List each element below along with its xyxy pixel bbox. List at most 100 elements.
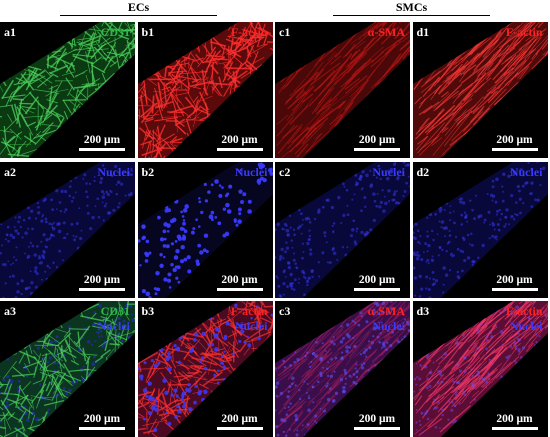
scale-bar-line xyxy=(79,288,125,291)
micrograph-image xyxy=(137,301,273,437)
scale-bar: 200 μm xyxy=(79,274,125,291)
stain-label: F-actin xyxy=(505,25,543,39)
micrograph-image xyxy=(137,22,273,158)
panel-label: d1 xyxy=(416,25,430,39)
scale-bar-label: 200 μm xyxy=(496,134,533,146)
stain-labels: Nuclei xyxy=(372,165,405,180)
panel-c1: c1 α-SMA 200 μm xyxy=(275,22,410,158)
micrograph-image xyxy=(412,22,548,158)
scale-bar-label: 200 μm xyxy=(358,413,396,425)
panel-label: b1 xyxy=(141,25,155,39)
stain-labels: Nuclei xyxy=(235,165,268,180)
panel-label: a2 xyxy=(4,165,16,179)
panel-label: c3 xyxy=(279,304,291,318)
micrograph-image xyxy=(0,301,135,437)
scale-bar-label: 200 μm xyxy=(496,274,533,286)
stain-labels: CD31 Nuclei xyxy=(97,304,130,334)
panel-b3: b3 F-actin Nuclei 200 μm xyxy=(137,301,273,437)
panel-c2: c2 Nuclei 200 μm xyxy=(275,162,410,298)
panel-label: d3 xyxy=(416,304,430,318)
panel-d3: d3 F-actin Nuclei 200 μm xyxy=(412,301,548,437)
panel-b1: b1 F-actin 200 μm xyxy=(137,22,273,158)
micrograph-image xyxy=(0,162,135,298)
stain-label: Nuclei xyxy=(372,165,405,179)
scale-bar-label: 200 μm xyxy=(496,413,533,425)
panel-a1: a1 CD31 200 μm xyxy=(0,22,135,158)
micrograph-image xyxy=(275,301,410,437)
group-line-smcs xyxy=(333,15,490,16)
scale-bar: 200 μm xyxy=(216,134,263,151)
micrograph-grid: a1 CD31 200 μm b1 F-actin 200 μm c1 α-SMA 200 μm… xyxy=(0,22,550,437)
scale-bar-label: 200 μm xyxy=(221,134,258,146)
scale-bar: 200 μm xyxy=(79,134,125,151)
stain-label: Nuclei xyxy=(97,319,130,333)
group-label-smcs: SMCs xyxy=(395,0,428,14)
panel-c3: c3 α-SMA Nuclei 200 μm xyxy=(275,301,410,437)
scale-bar-line xyxy=(491,288,538,291)
scale-bar: 200 μm xyxy=(491,274,538,291)
stain-label: F-actin xyxy=(230,304,268,318)
stain-label: Nuclei xyxy=(97,165,130,179)
scale-bar: 200 μm xyxy=(354,274,400,291)
stain-labels: α-SMA xyxy=(368,25,405,40)
stain-labels: α-SMA Nuclei xyxy=(368,304,405,334)
panel-a2: a2 Nuclei 200 μm xyxy=(0,162,135,298)
panel-label: a1 xyxy=(4,25,16,39)
micrograph-image xyxy=(275,22,410,158)
stain-label: CD31 xyxy=(100,304,130,318)
scale-bar-label: 200 μm xyxy=(83,134,121,146)
scale-bar-line xyxy=(79,427,125,430)
stain-label: F-actin xyxy=(230,25,268,39)
scale-bar-line xyxy=(79,148,125,151)
stain-label: Nuclei xyxy=(234,319,268,333)
panel-a3: a3 CD31 Nuclei 200 μm xyxy=(0,301,135,437)
panel-label: b2 xyxy=(141,165,155,179)
scale-bar: 200 μm xyxy=(216,274,263,291)
scale-bar-line xyxy=(354,148,400,151)
stain-label: Nuclei xyxy=(234,165,268,179)
scale-bar-label: 200 μm xyxy=(221,413,258,425)
scale-bar-label: 200 μm xyxy=(221,274,258,286)
stain-label: α-SMA xyxy=(367,25,405,39)
panel-d1: d1 F-actin 200 μm xyxy=(412,22,548,158)
scale-bar-line xyxy=(354,427,400,430)
stain-label: Nuclei xyxy=(509,165,543,179)
stain-label: α-SMA xyxy=(367,304,405,318)
stain-labels: F-actin xyxy=(231,25,268,40)
group-label-ecs: ECs xyxy=(127,0,150,14)
scale-bar: 200 μm xyxy=(491,413,538,430)
micrograph-image xyxy=(137,162,273,298)
panel-label: b3 xyxy=(141,304,155,318)
stain-label: Nuclei xyxy=(509,319,543,333)
scale-bar-label: 200 μm xyxy=(358,274,396,286)
scale-bar-line xyxy=(491,427,538,430)
stain-labels: F-actin Nuclei xyxy=(506,304,543,334)
stain-label: F-actin xyxy=(505,304,543,318)
micrograph-image xyxy=(275,162,410,298)
scale-bar-label: 200 μm xyxy=(358,134,396,146)
scale-bar-line xyxy=(491,148,538,151)
stain-label: CD31 xyxy=(100,25,130,39)
scale-bar: 200 μm xyxy=(354,134,400,151)
stain-label: Nuclei xyxy=(372,319,405,333)
scale-bar-line xyxy=(216,148,263,151)
micrograph-image xyxy=(0,22,135,158)
scale-bar-label: 200 μm xyxy=(83,413,121,425)
scale-bar: 200 μm xyxy=(216,413,263,430)
panel-label: a3 xyxy=(4,304,16,318)
stain-labels: CD31 xyxy=(101,25,130,40)
micrograph-image xyxy=(412,301,548,437)
stain-labels: Nuclei xyxy=(97,165,130,180)
scale-bar-label: 200 μm xyxy=(83,274,121,286)
scale-bar-line xyxy=(216,288,263,291)
stain-labels: F-actin Nuclei xyxy=(231,304,268,334)
panel-label: c2 xyxy=(279,165,291,179)
panel-label: c1 xyxy=(279,25,291,39)
panel-label: d2 xyxy=(416,165,430,179)
micrograph-image xyxy=(412,162,548,298)
group-line-ecs xyxy=(60,15,217,16)
scale-bar: 200 μm xyxy=(354,413,400,430)
scale-bar: 200 μm xyxy=(491,134,538,151)
stain-labels: F-actin xyxy=(506,25,543,40)
stain-labels: Nuclei xyxy=(510,165,543,180)
